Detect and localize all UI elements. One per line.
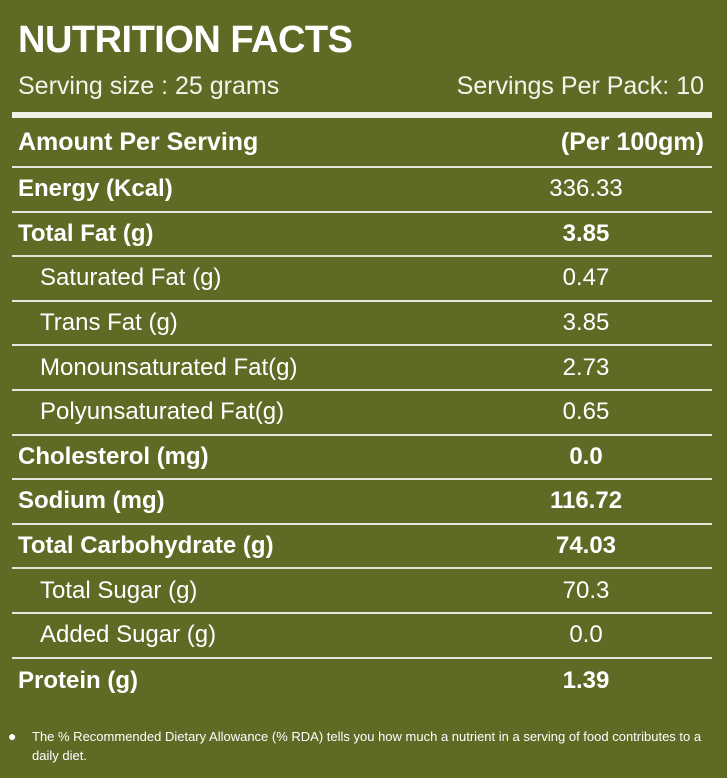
nutrient-table: Energy (Kcal) 336.33 Total Fat (g) 3.85 … — [12, 168, 712, 703]
nutrient-name: Energy (Kcal) — [18, 175, 173, 203]
table-row-monounsaturated-fat: Monounsaturated Fat(g) 2.73 — [12, 346, 712, 391]
amount-per-serving-label: Amount Per Serving — [18, 127, 259, 156]
table-row-polyunsaturated-fat: Polyunsaturated Fat(g) 0.65 — [12, 391, 712, 436]
table-row-energy: Energy (Kcal) 336.33 — [12, 168, 712, 213]
nutrient-value: 0.0 — [569, 442, 603, 470]
header-divider — [12, 166, 712, 168]
table-row-added-sugar: Added Sugar (g) 0.0 — [12, 614, 712, 659]
table-row-total-carbohydrate: Total Carbohydrate (g) 74.03 — [12, 525, 712, 570]
table-row-total-fat: Total Fat (g) 3.85 — [12, 213, 712, 258]
nutrient-name: Added Sugar (g) — [40, 621, 217, 649]
nutrient-value: 0.0 — [569, 621, 603, 649]
nutrition-facts-panel: NUTRITION FACTS Serving size : 25 grams … — [12, 18, 712, 703]
nutrient-value: 1.39 — [562, 666, 610, 694]
nutrient-name: Saturated Fat (g) — [40, 264, 222, 292]
nutrient-value: 2.73 — [562, 353, 610, 381]
thick-divider — [12, 112, 712, 118]
nutrient-value: 336.33 — [549, 175, 623, 203]
bullet-icon: ● — [8, 728, 17, 744]
servings-per-pack: Servings Per Pack: 10 — [456, 72, 704, 100]
nutrient-value: 3.85 — [562, 309, 610, 337]
nutrient-name: Total Fat (g) — [18, 219, 154, 247]
table-row-total-sugar: Total Sugar (g) 70.3 — [12, 569, 712, 614]
serving-size: Serving size : 25 grams — [18, 72, 280, 100]
nutrient-name: Total Sugar (g) — [40, 576, 198, 604]
nutrient-value: 116.72 — [549, 487, 623, 515]
nutrient-value: 0.65 — [562, 398, 610, 426]
nutrient-name: Monounsaturated Fat(g) — [40, 353, 298, 381]
per-100gm-label: (Per 100gm) — [560, 127, 704, 156]
footnote-text: The % Recommended Dietary Allowance (% R… — [32, 729, 702, 763]
table-row-cholesterol: Cholesterol (mg) 0.0 — [12, 436, 712, 481]
table-row-trans-fat: Trans Fat (g) 3.85 — [12, 302, 712, 347]
table-header: Amount Per Serving (Per 100gm) — [12, 118, 712, 166]
nutrient-name: Sodium (mg) — [18, 487, 165, 515]
nutrient-name: Polyunsaturated Fat(g) — [40, 398, 285, 426]
nutrient-name: Trans Fat (g) — [40, 309, 178, 337]
nutrient-name: Protein (g) — [18, 666, 138, 694]
footnote: ● The % Recommended Dietary Allowance (%… — [8, 727, 720, 765]
serving-info: Serving size : 25 grams Servings Per Pac… — [12, 70, 712, 102]
nutrient-value: 0.47 — [562, 264, 610, 292]
nutrient-value: 70.3 — [562, 576, 610, 604]
table-row-sodium: Sodium (mg) 116.72 — [12, 480, 712, 525]
nutrient-value: 3.85 — [562, 219, 610, 247]
nutrient-name: Cholesterol (mg) — [18, 442, 209, 470]
nutrient-name: Total Carbohydrate (g) — [18, 532, 274, 560]
table-row-saturated-fat: Saturated Fat (g) 0.47 — [12, 257, 712, 302]
nutrient-value: 74.03 — [555, 532, 617, 560]
page-title: NUTRITION FACTS — [18, 19, 353, 61]
table-row-protein: Protein (g) 1.39 — [12, 659, 712, 704]
